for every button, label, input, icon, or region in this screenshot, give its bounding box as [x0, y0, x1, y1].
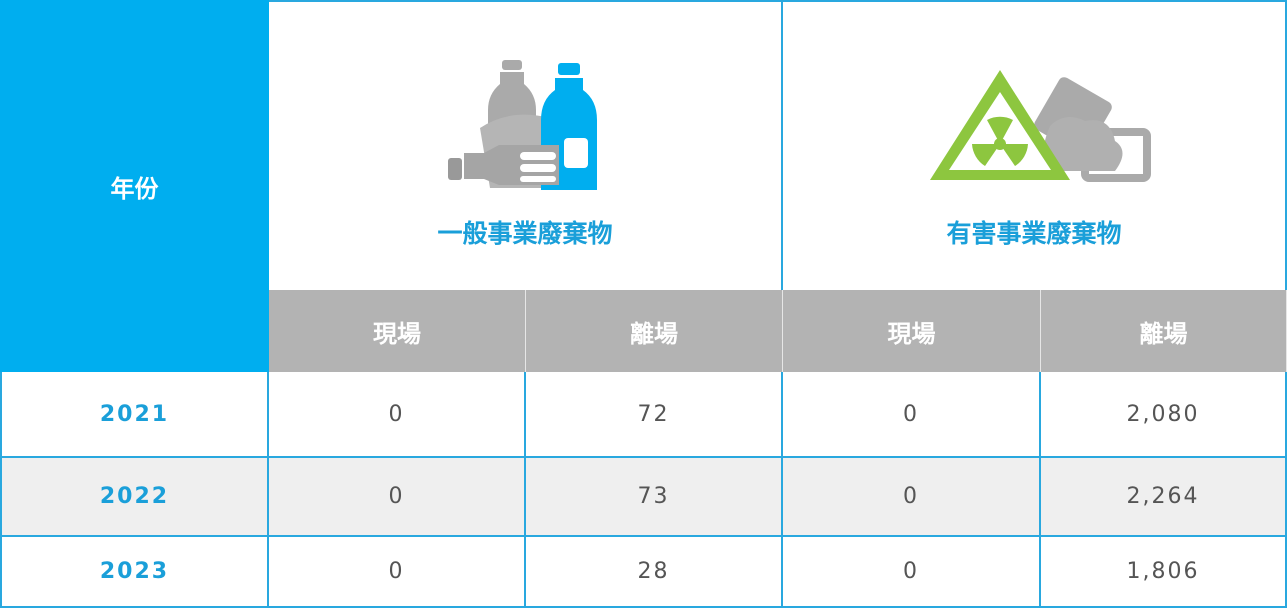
sub-header: 現場: [269, 290, 526, 372]
value-cell: 2,264: [1041, 458, 1287, 537]
sub-header: 離場: [1041, 290, 1287, 372]
value-cell: 73: [526, 458, 783, 537]
year-cell: 2022: [0, 458, 269, 537]
year-header: 年份: [0, 0, 269, 372]
value-cell: 0: [783, 458, 1041, 537]
value-cell: 0: [269, 372, 526, 458]
value-cell: 1,806: [1041, 537, 1287, 608]
value-cell: 72: [526, 372, 783, 458]
value-cell: 2,080: [1041, 372, 1287, 458]
general-waste-icon: [448, 60, 597, 190]
value-cell: 0: [269, 537, 526, 608]
group-header: 有害事業廢棄物: [783, 0, 1287, 290]
group-header: 一般事業廢棄物: [269, 0, 783, 290]
value-cell: 0: [269, 458, 526, 537]
value-cell: 0: [783, 537, 1041, 608]
value-cell: 0: [783, 372, 1041, 458]
hazardous-waste-icon: [930, 70, 1151, 182]
year-cell: 2021: [0, 372, 269, 458]
year-cell: 2023: [0, 537, 269, 608]
value-cell: 28: [526, 537, 783, 608]
sub-header: 離場: [526, 290, 783, 372]
sub-header: 現場: [783, 290, 1041, 372]
